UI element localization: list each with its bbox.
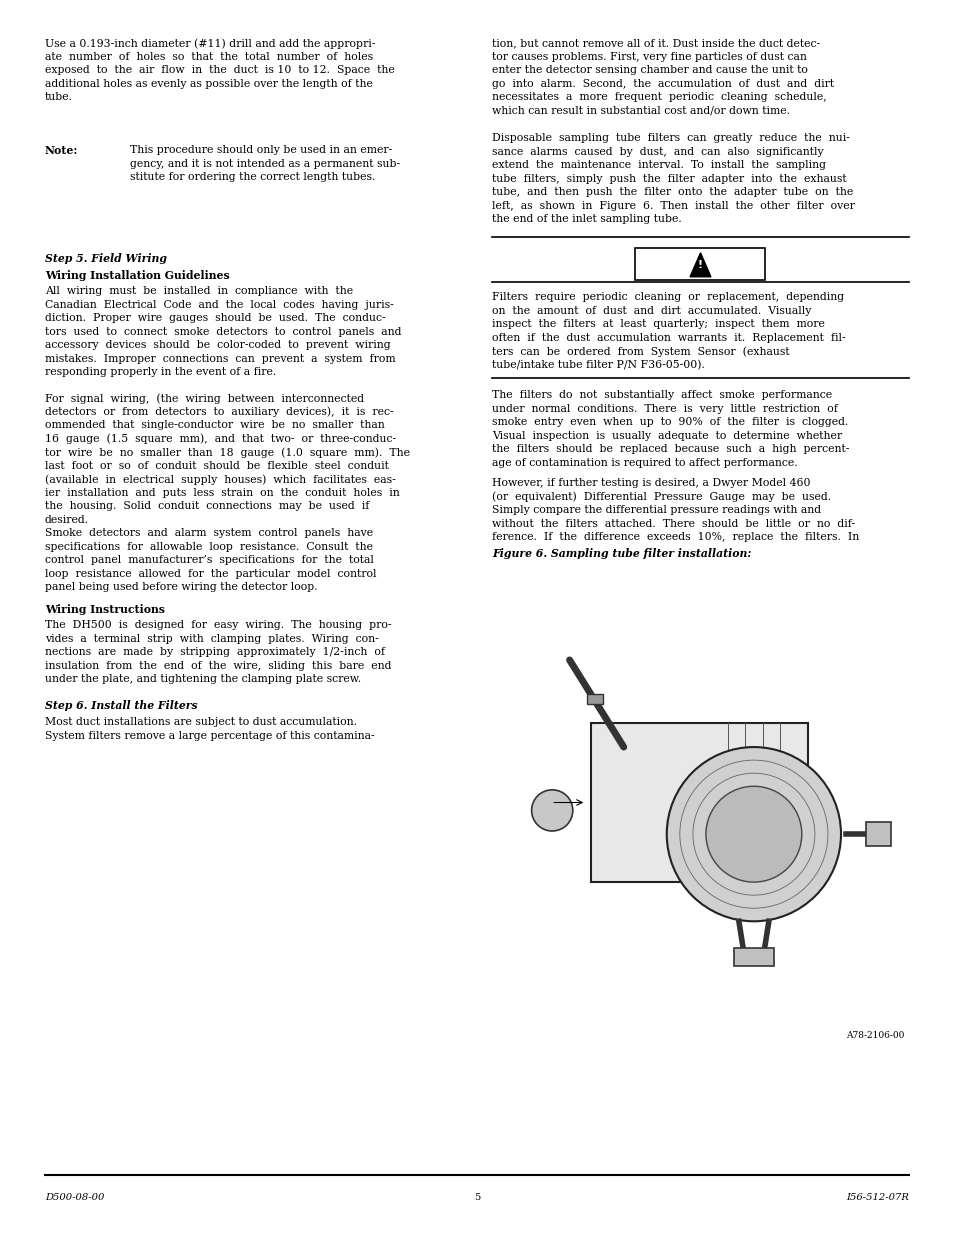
Text: control  panel  manufacturer’s  specifications  for  the  total: control panel manufacturer’s specificati… <box>45 555 374 564</box>
Text: Use a 0.193-inch diameter (#11) drill and add the appropri-: Use a 0.193-inch diameter (#11) drill an… <box>45 38 375 48</box>
Circle shape <box>531 790 572 831</box>
Text: Figure 6. Sampling tube filter installation:: Figure 6. Sampling tube filter installat… <box>492 548 751 559</box>
Text: However, if further testing is desired, a Dwyer Model 460: However, if further testing is desired, … <box>492 478 810 488</box>
Text: Filters  require  periodic  cleaning  or  replacement,  depending: Filters require periodic cleaning or rep… <box>492 291 843 303</box>
Text: tors  used  to  connect  smoke  detectors  to  control  panels  and: tors used to connect smoke detectors to … <box>45 326 401 336</box>
Text: System filters remove a large percentage of this contamina-: System filters remove a large percentage… <box>45 730 375 741</box>
Text: specifications  for  allowable  loop  resistance.  Consult  the: specifications for allowable loop resist… <box>45 541 373 552</box>
Text: Step 5. Field Wiring: Step 5. Field Wiring <box>45 253 167 264</box>
Text: All  wiring  must  be  installed  in  compliance  with  the: All wiring must be installed in complian… <box>45 287 353 296</box>
Text: Note:: Note: <box>45 144 78 156</box>
Text: the  housing.  Solid  conduit  connections  may  be  used  if: the housing. Solid conduit connections m… <box>45 501 369 511</box>
Text: 5: 5 <box>474 1193 479 1202</box>
Text: tube.: tube. <box>45 91 73 103</box>
Text: on  the  amount  of  dust  and  dirt  accumulated.  Visually: on the amount of dust and dirt accumulat… <box>492 305 810 315</box>
Text: Wiring Instructions: Wiring Instructions <box>45 604 165 615</box>
Text: !: ! <box>698 259 702 269</box>
Text: (available  in  electrical  supply  houses)  which  facilitates  eas-: (available in electrical supply houses) … <box>45 474 395 484</box>
Text: go  into  alarm.  Second,  the  accumulation  of  dust  and  dirt: go into alarm. Second, the accumulation … <box>492 79 833 89</box>
Text: desired.: desired. <box>45 515 89 525</box>
Text: smoke  entry  even  when  up  to  90%  of  the  filter  is  clogged.: smoke entry even when up to 90% of the f… <box>492 417 847 427</box>
Text: the  filters  should  be  replaced  because  such  a  high  percent-: the filters should be replaced because s… <box>492 445 848 454</box>
Bar <box>865 823 890 846</box>
Text: D500-08-00: D500-08-00 <box>45 1193 104 1202</box>
Text: loop  resistance  allowed  for  the  particular  model  control: loop resistance allowed for the particul… <box>45 568 376 578</box>
Text: ier  installation  and  puts  less  strain  on  the  conduit  holes  in: ier installation and puts less strain on… <box>45 488 399 498</box>
Text: exposed  to  the  air  flow  in  the  duct  is 10  to 12.  Space  the: exposed to the air flow in the duct is 1… <box>45 65 395 75</box>
Text: diction.  Proper  wire  gauges  should  be  used.  The  conduc-: diction. Proper wire gauges should be us… <box>45 312 385 324</box>
Text: A78-2106-00: A78-2106-00 <box>844 1031 903 1040</box>
Text: tube/intake tube filter P/N F36-05-00).: tube/intake tube filter P/N F36-05-00). <box>492 359 704 369</box>
Text: Disposable  sampling  tube  filters  can  greatly  reduce  the  nui-: Disposable sampling tube filters can gre… <box>492 133 849 143</box>
Bar <box>591 724 807 882</box>
Text: Wiring Installation Guidelines: Wiring Installation Guidelines <box>45 270 230 282</box>
Polygon shape <box>586 694 602 704</box>
Text: gency, and it is not intended as a permanent sub-: gency, and it is not intended as a perma… <box>130 158 399 168</box>
Bar <box>635 248 764 280</box>
Circle shape <box>705 787 801 882</box>
Text: tor  wire  be  no  smaller  than  18  gauge  (1.0  square  mm).  The: tor wire be no smaller than 18 gauge (1.… <box>45 447 410 457</box>
Polygon shape <box>689 253 710 277</box>
Text: ters  can  be  ordered  from  System  Sensor  (exhaust: ters can be ordered from System Sensor (… <box>492 346 789 357</box>
Text: Canadian  Electrical  Code  and  the  local  codes  having  juris-: Canadian Electrical Code and the local c… <box>45 300 394 310</box>
Text: Most duct installations are subject to dust accumulation.: Most duct installations are subject to d… <box>45 718 356 727</box>
Text: under the plate, and tightening the clamping plate screw.: under the plate, and tightening the clam… <box>45 674 361 684</box>
Circle shape <box>666 747 841 921</box>
Text: accessory  devices  should  be  color-coded  to  prevent  wiring: accessory devices should be color-coded … <box>45 340 390 350</box>
Text: The  filters  do  not  substantially  affect  smoke  performance: The filters do not substantially affect … <box>492 390 831 400</box>
Text: under  normal  conditions.  There  is  very  little  restriction  of: under normal conditions. There is very l… <box>492 404 837 414</box>
Text: tube  filters,  simply  push  the  filter  adapter  into  the  exhaust: tube filters, simply push the filter ada… <box>492 173 845 184</box>
Text: Simply compare the differential pressure readings with and: Simply compare the differential pressure… <box>492 505 821 515</box>
Text: without  the  filters  attached.  There  should  be  little  or  no  dif-: without the filters attached. There shou… <box>492 519 854 529</box>
Text: often  if  the  dust  accumulation  warrants  it.  Replacement  fil-: often if the dust accumulation warrants … <box>492 332 844 342</box>
Bar <box>733 948 773 966</box>
Text: This procedure should only be used in an emer-: This procedure should only be used in an… <box>130 144 392 156</box>
Text: Visual  inspection  is  usually  adequate  to  determine  whether: Visual inspection is usually adequate to… <box>492 431 841 441</box>
Text: insulation  from  the  end  of  the  wire,  sliding  this  bare  end: insulation from the end of the wire, sli… <box>45 661 391 671</box>
Text: tion, but cannot remove all of it. Dust inside the duct detec-: tion, but cannot remove all of it. Dust … <box>492 38 820 48</box>
Text: stitute for ordering the correct length tubes.: stitute for ordering the correct length … <box>130 172 375 182</box>
Text: additional holes as evenly as possible over the length of the: additional holes as evenly as possible o… <box>45 79 373 89</box>
Text: responding properly in the event of a fire.: responding properly in the event of a fi… <box>45 367 276 377</box>
Text: inspect  the  filters  at  least  quarterly;  inspect  them  more: inspect the filters at least quarterly; … <box>492 319 824 329</box>
Text: Smoke  detectors  and  alarm  system  control  panels  have: Smoke detectors and alarm system control… <box>45 529 373 538</box>
Text: The  DH500  is  designed  for  easy  wiring.  The  housing  pro-: The DH500 is designed for easy wiring. T… <box>45 620 391 630</box>
Text: nections  are  made  by  stripping  approximately  1/2-inch  of: nections are made by stripping approxima… <box>45 647 385 657</box>
Text: panel being used before wiring the detector loop.: panel being used before wiring the detec… <box>45 582 317 592</box>
Text: tube,  and  then  push  the  filter  onto  the  adapter  tube  on  the: tube, and then push the filter onto the … <box>492 186 852 198</box>
Text: ference.  If  the  difference  exceeds  10%,  replace  the  filters.  In: ference. If the difference exceeds 10%, … <box>492 532 859 542</box>
Text: enter the detector sensing chamber and cause the unit to: enter the detector sensing chamber and c… <box>492 65 807 75</box>
Text: For  signal  wiring,  (the  wiring  between  interconnected: For signal wiring, (the wiring between i… <box>45 393 364 404</box>
Text: (or  equivalent)  Differential  Pressure  Gauge  may  be  used.: (or equivalent) Differential Pressure Ga… <box>492 492 830 503</box>
Text: ate  number  of  holes  so  that  the  total  number  of  holes: ate number of holes so that the total nu… <box>45 52 373 62</box>
Text: 16  gauge  (1.5  square  mm),  and  that  two-  or  three-conduc-: 16 gauge (1.5 square mm), and that two- … <box>45 433 395 445</box>
Text: detectors  or  from  detectors  to  auxiliary  devices),  it  is  rec-: detectors or from detectors to auxiliary… <box>45 406 394 417</box>
Text: necessitates  a  more  frequent  periodic  cleaning  schedule,: necessitates a more frequent periodic cl… <box>492 91 826 103</box>
Text: sance  alarms  caused  by  dust,  and  can  also  significantly: sance alarms caused by dust, and can als… <box>492 147 822 157</box>
Text: ommended  that  single-conductor  wire  be  no  smaller  than: ommended that single-conductor wire be n… <box>45 420 384 430</box>
Text: extend  the  maintenance  interval.  To  install  the  sampling: extend the maintenance interval. To inst… <box>492 161 825 170</box>
Text: vides  a  terminal  strip  with  clamping  plates.  Wiring  con-: vides a terminal strip with clamping pla… <box>45 634 378 643</box>
Text: last  foot  or  so  of  conduit  should  be  flexible  steel  conduit: last foot or so of conduit should be fle… <box>45 461 389 471</box>
Text: which can result in substantial cost and/or down time.: which can result in substantial cost and… <box>492 105 789 116</box>
Text: mistakes.  Improper  connections  can  prevent  a  system  from: mistakes. Improper connections can preve… <box>45 353 395 363</box>
Text: age of contamination is required to affect performance.: age of contamination is required to affe… <box>492 457 797 468</box>
Text: tor causes problems. First, very fine particles of dust can: tor causes problems. First, very fine pa… <box>492 52 806 62</box>
Text: the end of the inlet sampling tube.: the end of the inlet sampling tube. <box>492 214 681 224</box>
Text: left,  as  shown  in  Figure  6.  Then  install  the  other  filter  over: left, as shown in Figure 6. Then install… <box>492 200 854 210</box>
Text: I56-512-07R: I56-512-07R <box>845 1193 908 1202</box>
Text: Step 6. Install the Filters: Step 6. Install the Filters <box>45 700 197 711</box>
